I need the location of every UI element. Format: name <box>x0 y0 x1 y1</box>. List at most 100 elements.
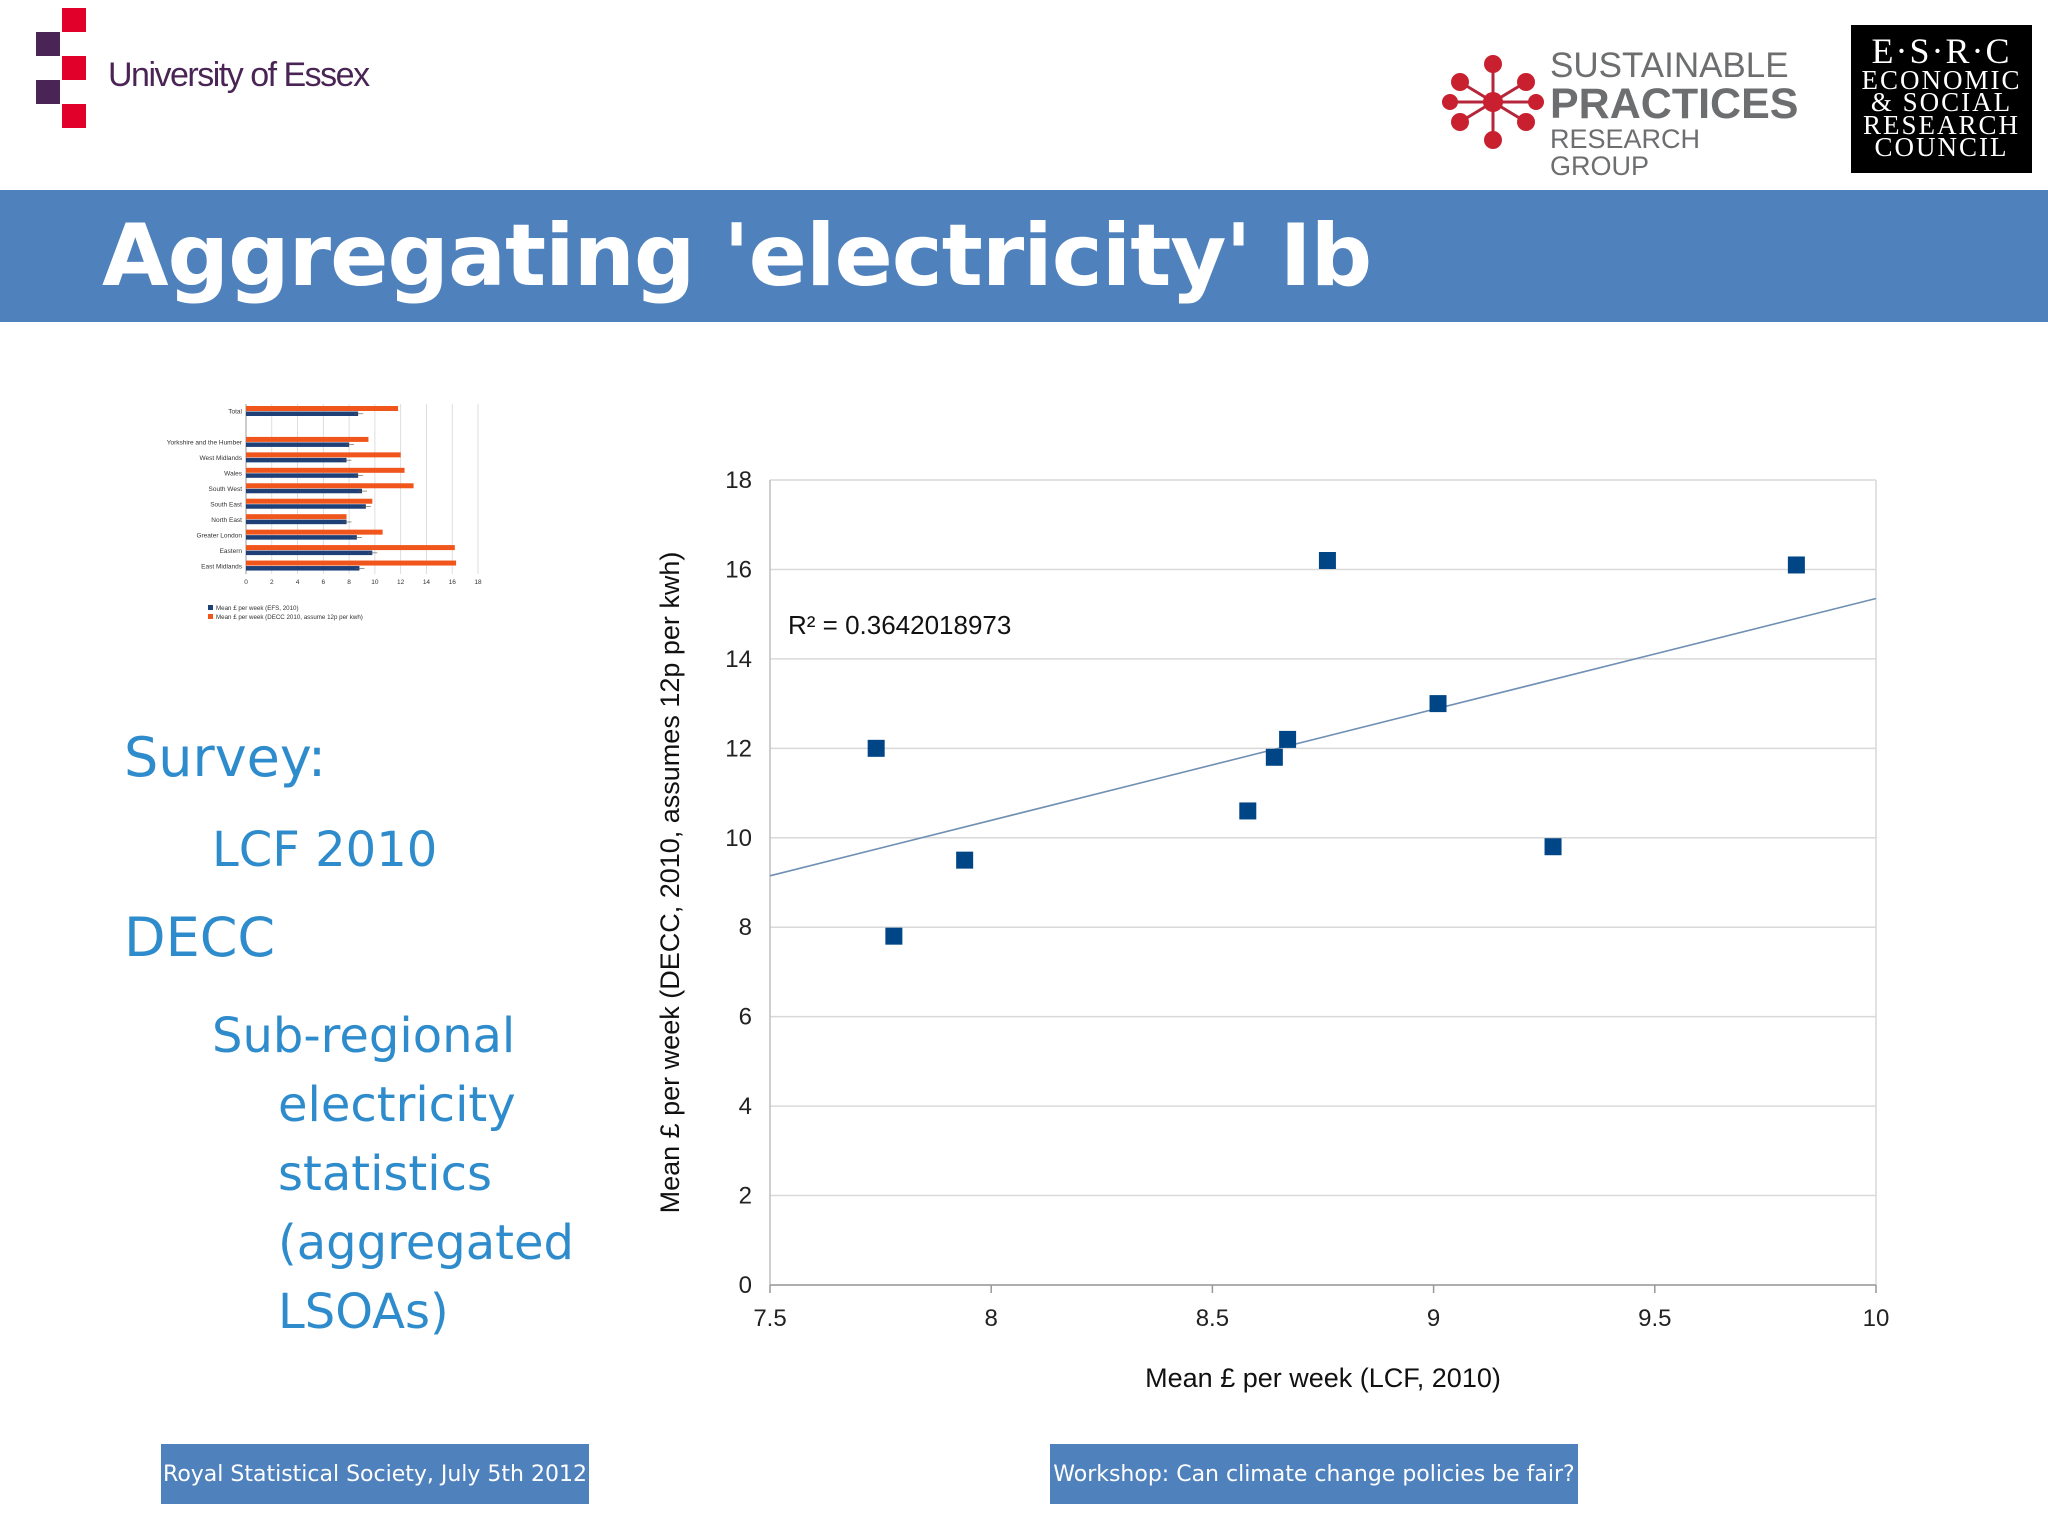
thumb-bar-decc <box>246 498 373 504</box>
esrc-line: ECONOMIC <box>1861 65 2022 95</box>
slide-title: Aggregating 'electricity' Ib <box>102 206 1372 306</box>
thumb-category-label: Wales <box>224 471 243 478</box>
thumb-bar-efs <box>246 535 357 540</box>
thumb-x-tick-label: 0 <box>244 579 248 586</box>
university-name: University of Essex <box>108 56 370 94</box>
x-tick-label: 7.5 <box>753 1305 786 1332</box>
thumb-category-label: Greater London <box>196 532 242 539</box>
title-bar: Aggregating 'electricity' Ib <box>0 190 2048 322</box>
thumb-bar-efs <box>246 473 359 478</box>
x-tick-label: 8 <box>985 1305 998 1332</box>
data-point <box>1544 838 1562 856</box>
thumb-bar-efs <box>246 442 350 447</box>
spr-line3: RESEARCH GROUP <box>1550 124 1701 181</box>
spr-line2: PRACTICES <box>1550 80 1799 128</box>
thumb-bar-efs <box>246 566 360 571</box>
y-axis-label: Mean £ per week (DECC, 2010, assumes 12p… <box>655 552 685 1214</box>
thumb-bar-decc <box>246 560 457 566</box>
thumb-bar-efs <box>246 488 362 494</box>
data-point <box>1787 556 1805 574</box>
trend-line <box>769 597 1877 877</box>
data-point <box>1429 695 1447 713</box>
thumb-category-label: South East <box>210 501 242 508</box>
x-tick-label: 10 <box>1863 1305 1890 1332</box>
y-tick-label: 6 <box>739 1004 752 1031</box>
thumb-bar-decc <box>246 483 414 489</box>
thumbnail-bar-chart: 0 2 4 6 8 10 12 14 16 18 Total Yorkshire and the Hu… <box>167 404 482 621</box>
esrc-top: E·S·R·C <box>1871 31 2012 71</box>
thumb-legend-swatch <box>208 614 213 619</box>
thumb-category-label: Yorkshire and the Humber <box>167 440 243 447</box>
thumb-category-label: East Midlands <box>201 563 243 570</box>
footer-left: Royal Statistical Society, July 5th 2012 <box>161 1444 589 1504</box>
bullet-subregional: Sub-regional electricity statistics (agg… <box>212 1002 574 1347</box>
esrc-line: & SOCIAL <box>1870 87 2013 118</box>
thumb-bar-decc <box>246 436 369 442</box>
data-point <box>1318 552 1336 569</box>
y-tick-label: 18 <box>725 467 752 494</box>
subregional-line: Sub-regional <box>212 1008 516 1064</box>
thumb-x-tick-label: 2 <box>270 579 274 586</box>
data-point <box>956 851 974 869</box>
y-tick-label: 8 <box>739 914 752 941</box>
thumb-bar-efs <box>246 411 359 416</box>
bullet-decc: DECC <box>124 906 276 969</box>
thumb-x-tick-label: 16 <box>449 579 457 586</box>
esrc-logo: E·S·R·C ECONOMIC & SOCIAL RESEARCH COUNC… <box>1851 25 2032 173</box>
y-tick-label: 4 <box>739 1093 752 1120</box>
subregional-line: LSOAs) <box>278 1284 449 1340</box>
x-tick-label: 9.5 <box>1638 1305 1671 1332</box>
thumb-x-tick-label: 12 <box>397 579 405 586</box>
sustainable-practices-logo: SUSTAINABLE PRACTICES RESEARCH GROUP <box>1440 46 1800 180</box>
thumb-bar-efs <box>246 550 373 556</box>
x-tick-label: 9 <box>1427 1305 1440 1332</box>
essex-mark-icon <box>36 8 86 128</box>
thumb-legend-label: Mean £ per week (DECC 2010, assume 12p p… <box>216 614 363 621</box>
university-of-essex-logo: University of Essex <box>36 8 436 134</box>
esrc-line: RESEARCH <box>1862 109 2021 140</box>
data-point <box>1265 748 1283 766</box>
y-tick-label: 14 <box>725 646 752 673</box>
subregional-line: electricity <box>278 1077 516 1133</box>
bullet-survey: Survey: <box>124 726 327 789</box>
thumb-bar-decc <box>246 529 383 535</box>
thumb-x-tick-label: 4 <box>296 579 300 586</box>
thumb-x-tick-label: 8 <box>347 579 351 586</box>
thumb-category-label: South West <box>209 486 243 493</box>
thumb-x-tick-label: 14 <box>423 579 431 586</box>
x-axis-label: Mean £ per week (LCF, 2010) <box>1145 1363 1501 1393</box>
thumb-bar-efs <box>246 519 347 525</box>
thumb-category-label: Eastern <box>220 548 243 555</box>
subregional-line: statistics <box>278 1146 492 1202</box>
bullet-lcf: LCF 2010 <box>212 822 438 878</box>
thumb-category-label: West Midlands <box>199 455 242 462</box>
thumb-category-label: Total <box>228 409 242 416</box>
esrc-line: COUNCIL <box>1874 132 2009 163</box>
data-point <box>1239 802 1257 820</box>
thumb-category-label: North East <box>211 517 242 524</box>
thumb-bar-decc <box>246 452 401 458</box>
footer-right: Workshop: Can climate change policies be… <box>1050 1444 1578 1504</box>
spr-line1: SUSTAINABLE <box>1550 46 1789 85</box>
thumb-legend-swatch <box>208 605 213 610</box>
data-point <box>1279 730 1297 748</box>
y-tick-label: 10 <box>725 825 752 852</box>
thumb-x-tick-label: 10 <box>371 579 379 586</box>
subregional-line: (aggregated <box>278 1215 574 1271</box>
thumb-bar-efs <box>246 504 366 509</box>
thumb-bar-decc <box>246 406 399 411</box>
network-nodes-icon <box>1442 55 1544 149</box>
scatter-chart: 0 2 4 6 8 10 12 14 16 18 7.5 8 8.5 9 9.5 10 R² = 0.36420… <box>655 467 1890 1393</box>
y-tick-label: 12 <box>725 735 752 762</box>
data-point <box>885 927 903 945</box>
thumb-bar-efs <box>246 457 347 463</box>
thumb-x-tick-label: 18 <box>474 579 482 586</box>
data-point <box>867 739 885 757</box>
thumb-bar-decc <box>246 514 347 520</box>
y-tick-label: 2 <box>739 1183 752 1210</box>
thumb-x-tick-label: 6 <box>322 579 326 586</box>
thumb-bar-decc <box>246 467 405 473</box>
r-squared-annotation: R² = 0.3642018973 <box>788 610 1011 640</box>
thumb-legend-label: Mean £ per week (EFS, 2010) <box>216 605 299 612</box>
thumb-bar-decc <box>246 545 455 551</box>
